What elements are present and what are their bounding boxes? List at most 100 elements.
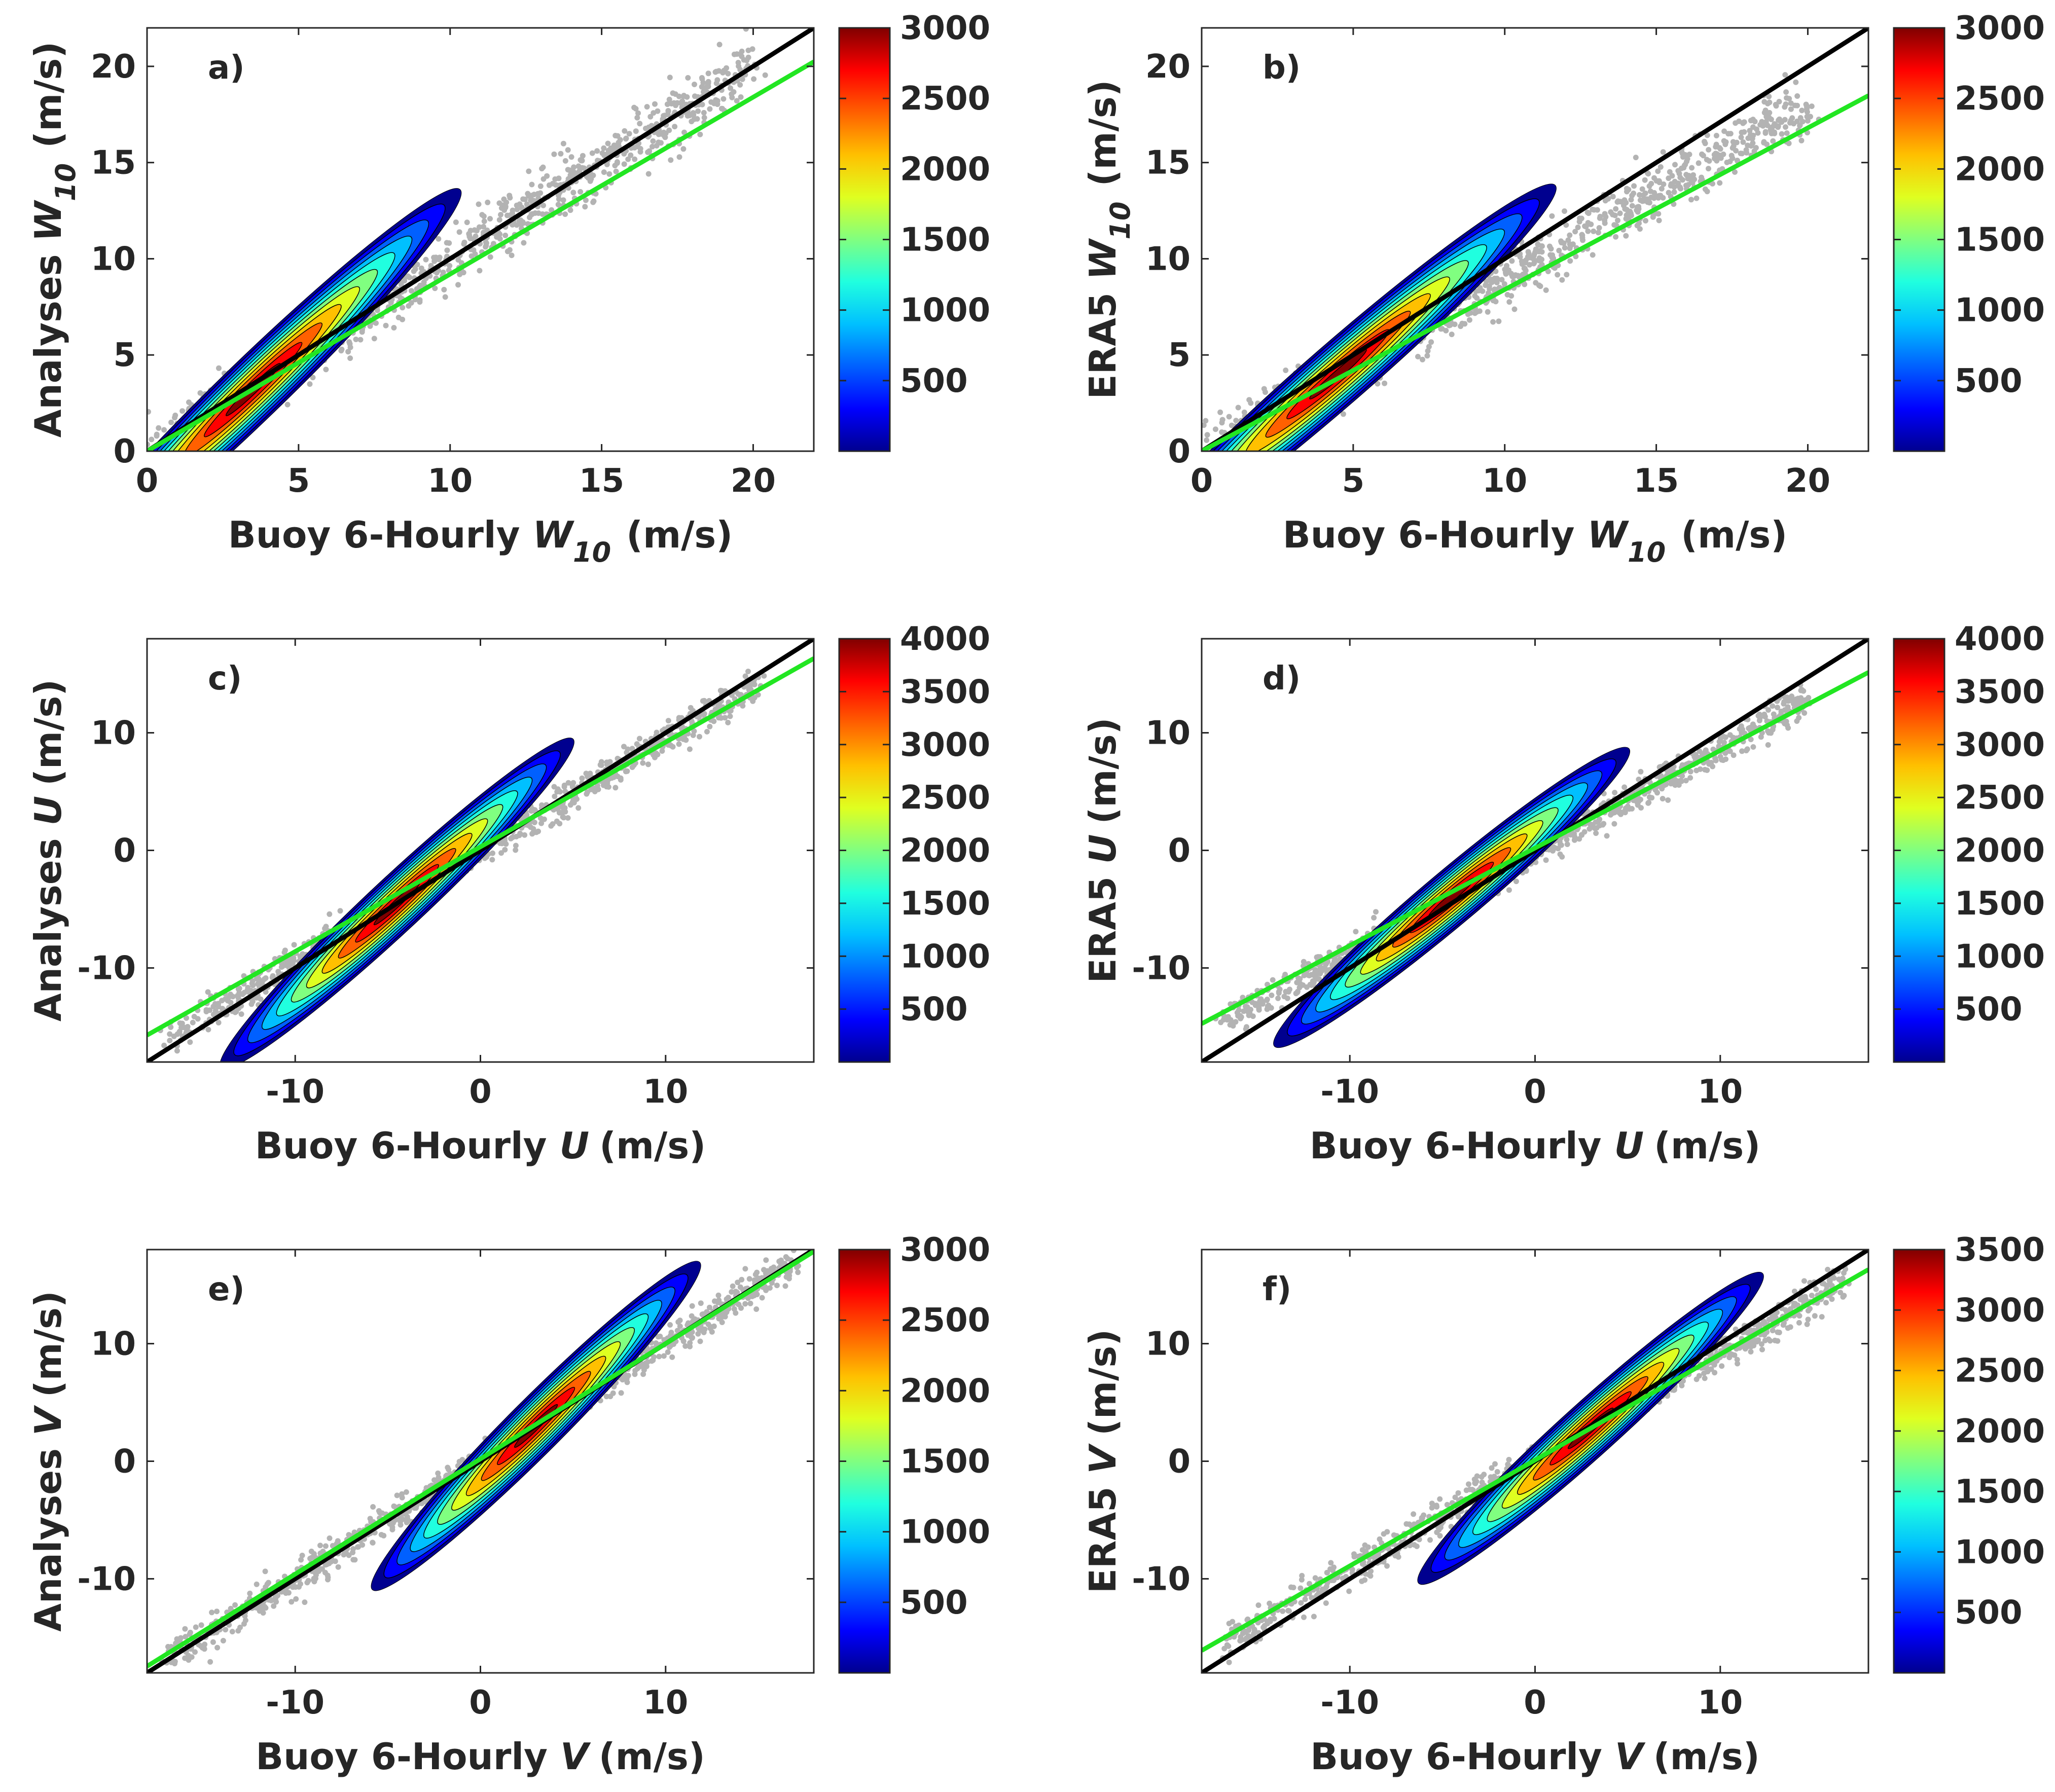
colorbar-tick-label: 2000 [900, 151, 990, 188]
scatter-point [522, 832, 528, 838]
scatter-point [681, 129, 687, 135]
scatter-point [587, 178, 593, 184]
scatter-point [502, 205, 509, 211]
scatter-point [305, 1578, 311, 1584]
scatter-point [722, 67, 728, 74]
scatter-point [707, 723, 713, 729]
y-axis-label-variable: W [27, 199, 69, 241]
scatter-point [442, 294, 448, 300]
scatter-point [1229, 422, 1235, 428]
x-axis-label-main: Buoy 6-Hourly [256, 1735, 560, 1778]
scatter-point [535, 828, 541, 834]
scatter-point [513, 847, 519, 853]
scatter-point [1837, 1290, 1844, 1296]
scatter-point [1545, 268, 1551, 274]
scatter-point [1768, 117, 1774, 122]
scatter-point [203, 1009, 209, 1014]
scatter-point [1535, 242, 1541, 248]
scatter-point [1501, 281, 1507, 287]
scatter-point [1719, 757, 1725, 763]
scatter-point [1217, 457, 1222, 463]
scatter-point [1220, 1017, 1227, 1023]
scatter-point [1307, 981, 1313, 988]
scatter-point [256, 976, 262, 982]
scatter-point [1523, 257, 1529, 263]
scatter-point [1466, 317, 1472, 323]
scatter-point [1580, 237, 1585, 243]
scatter-point [537, 190, 544, 196]
scatter-point [263, 1605, 269, 1611]
scatter-point [650, 143, 655, 150]
scatter-point [339, 346, 345, 352]
x-axis-label-subscript: 10 [1628, 536, 1666, 568]
y-axis-label-subscript: 10 [1104, 201, 1136, 239]
scatter-point [490, 850, 495, 856]
scatter-point [214, 1644, 221, 1651]
scatter-point [1755, 713, 1761, 719]
scatter-point [1496, 318, 1502, 324]
scatter-point [345, 349, 351, 355]
scatter-point [739, 48, 745, 54]
scatter-point [1781, 701, 1787, 707]
scatter-point [1636, 798, 1642, 804]
scatter-point [487, 254, 493, 260]
scatter-point [560, 197, 566, 203]
scatter-point [1277, 986, 1283, 993]
scatter-point [749, 46, 755, 52]
scatter-point [1596, 225, 1602, 231]
scatter-point [476, 201, 482, 207]
scatter-point [1735, 158, 1740, 163]
scatter-point [302, 1599, 308, 1605]
scatter-point [254, 1581, 260, 1587]
scatter-point [1621, 784, 1628, 790]
scatter-point [560, 140, 566, 147]
scatter-point [1750, 132, 1756, 138]
y-axis-label-main: Analyses [27, 1436, 69, 1632]
y-tick-label: 20 [1145, 48, 1191, 86]
scatter-point [754, 1276, 760, 1283]
scatter-point [293, 1596, 299, 1602]
scatter-point [1509, 258, 1515, 264]
scatter-point [1686, 152, 1692, 158]
scatter-point [262, 1568, 268, 1575]
scatter-point [1415, 354, 1421, 359]
scatter-point [1696, 160, 1702, 166]
scatter-point [167, 1038, 173, 1044]
scatter-point [258, 996, 264, 1002]
scatter-point [447, 263, 453, 269]
scatter-point [675, 1319, 681, 1325]
x-axis-label-variable: U [1614, 1124, 1644, 1167]
scatter-point [738, 94, 744, 100]
scatter-point [621, 744, 627, 750]
scatter-point [284, 401, 291, 408]
scatter-point [644, 104, 650, 110]
scatter-point [1424, 353, 1430, 359]
scatter-point [687, 746, 693, 752]
scatter-point [589, 150, 595, 156]
scatter-point [1702, 186, 1708, 192]
scatter-point [514, 202, 520, 208]
scatter-point [1290, 1585, 1296, 1591]
x-tick-label: 0 [1524, 1073, 1546, 1111]
scatter-point [1787, 120, 1793, 126]
scatter-point [762, 72, 768, 78]
scatter-point [272, 1595, 278, 1601]
scatter-point [1495, 276, 1501, 282]
colorbar-gradient [838, 1249, 891, 1674]
scatter-point [1739, 748, 1745, 754]
scatter-point [262, 976, 267, 982]
scatter-point [755, 692, 761, 698]
scatter-point [697, 734, 702, 740]
scatter-point [497, 236, 503, 242]
scatter-point [664, 101, 670, 107]
scatter-point [730, 1283, 736, 1289]
scatter-point [1657, 164, 1664, 170]
scatter-point [1263, 389, 1268, 395]
scatter-point [1563, 222, 1569, 228]
scatter-point [591, 198, 597, 204]
scatter-point [735, 1279, 741, 1286]
scatter-point [551, 151, 557, 157]
scatter-point [489, 857, 495, 863]
scatter-point [232, 1602, 238, 1608]
